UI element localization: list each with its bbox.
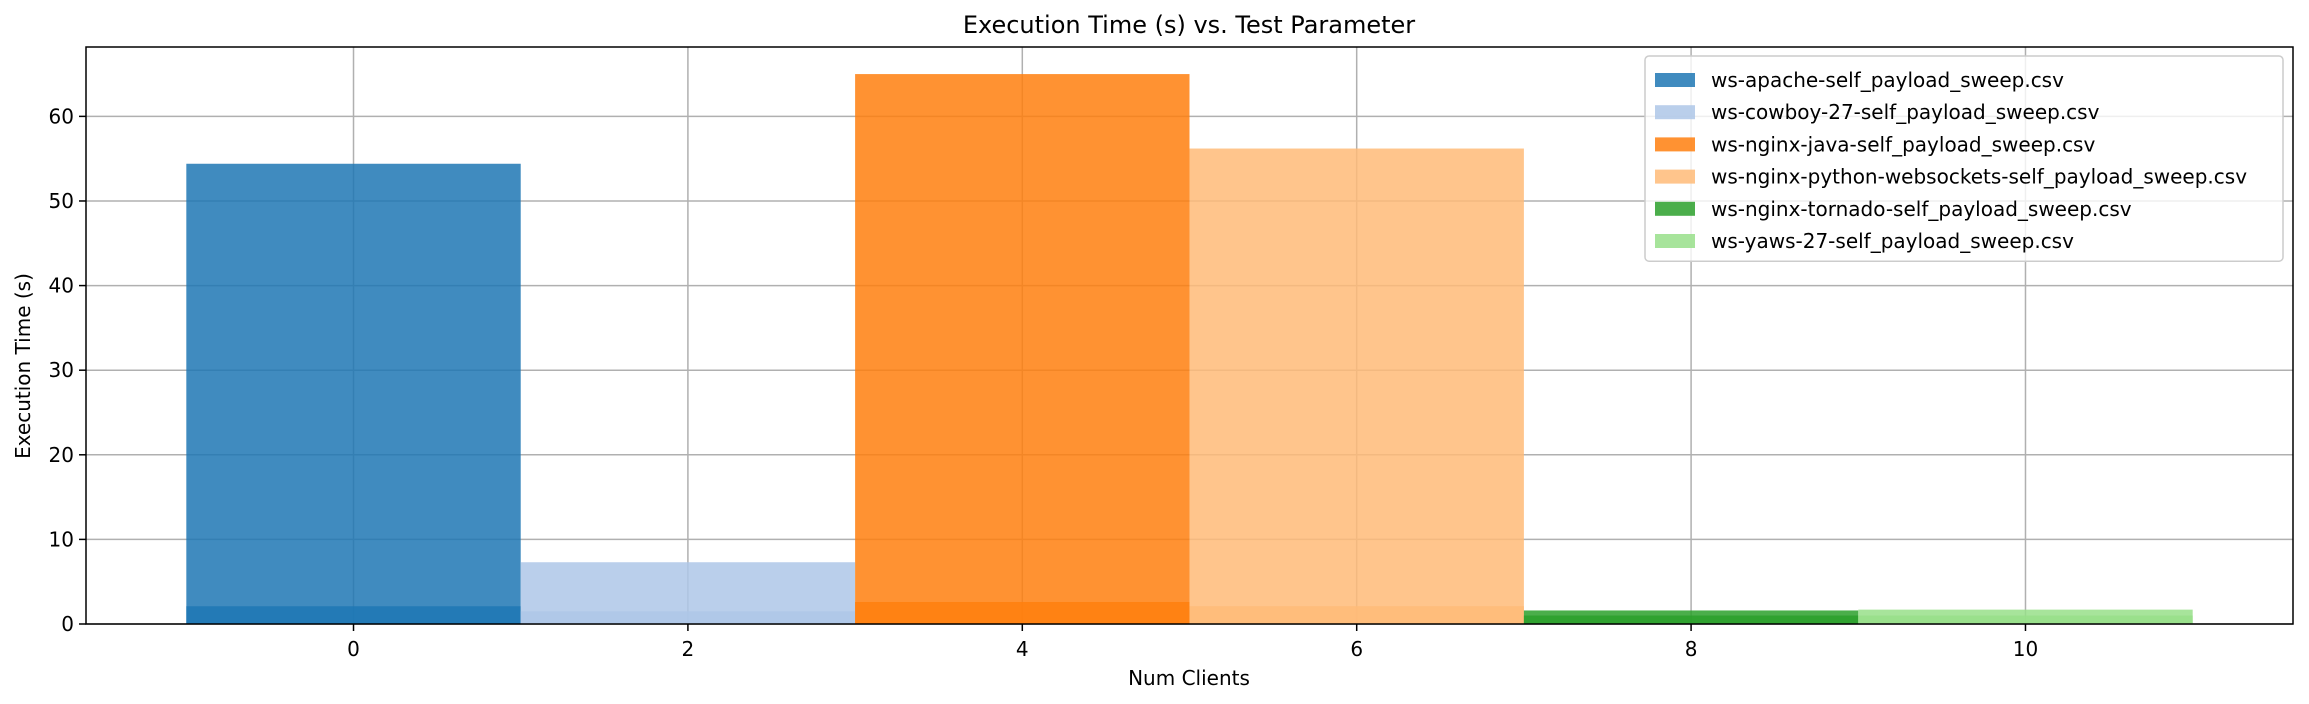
y-tick-label: 60 (49, 104, 74, 128)
legend-swatch (1655, 73, 1695, 87)
x-axis-label: Num Clients (1128, 666, 1250, 690)
legend-entry-label: ws-nginx-java-self_payload_sweep.csv (1711, 132, 2095, 156)
chart-title: Execution Time (s) vs. Test Parameter (963, 11, 1415, 39)
x-tick-label: 8 (1685, 637, 1698, 661)
bars (186, 74, 2193, 625)
bar (855, 74, 1190, 625)
legend-swatch (1655, 137, 1695, 152)
bar (1523, 615, 1859, 624)
legend-entry-label: ws-nginx-python-websockets-self_payload_… (1711, 165, 2247, 189)
x-tick-label: 10 (2013, 637, 2038, 661)
legend-entry-label: ws-apache-self_payload_sweep.csv (1711, 68, 2064, 92)
legend-swatch (1655, 105, 1695, 120)
bar (855, 602, 1190, 624)
bar (1858, 615, 2193, 624)
y-tick-label: 10 (49, 527, 74, 551)
plot-area-frame (85, 46, 2294, 625)
y-tick-label: 40 (49, 274, 74, 298)
bar (186, 606, 521, 624)
x-tick-label: 6 (1350, 637, 1363, 661)
axis-ticks: 0 2 4 6 8 10 0 10 20 30 40 50 60 (49, 104, 2039, 661)
bar (520, 611, 856, 624)
legend-box (1644, 55, 2284, 262)
y-tick-label: 0 (61, 612, 74, 636)
y-axis-label: Execution Time (s) (11, 273, 35, 459)
legend-entry-label: ws-cowboy-27-self_payload_sweep.csv (1711, 100, 2100, 124)
legend-entry-label: ws-nginx-tornado-self_payload_sweep.csv (1711, 197, 2132, 221)
legend-swatch (1655, 201, 1695, 216)
bar (1189, 606, 1524, 624)
legend-swatch (1655, 234, 1695, 248)
x-tick-label: 0 (347, 637, 360, 661)
y-tick-label: 50 (49, 189, 74, 213)
legend-entry-label: ws-yaws-27-self_payload_sweep.csv (1711, 229, 2074, 253)
legend-swatch (1655, 169, 1695, 184)
bar (1189, 148, 1524, 624)
y-tick-label: 20 (49, 443, 74, 467)
x-tick-label: 2 (682, 637, 695, 661)
bar (186, 163, 521, 624)
legend: ws-apache-self_payload_sweep.csv ws-cowbo… (1644, 55, 2284, 262)
y-tick-label: 30 (49, 358, 74, 382)
x-tick-label: 4 (1016, 637, 1029, 661)
